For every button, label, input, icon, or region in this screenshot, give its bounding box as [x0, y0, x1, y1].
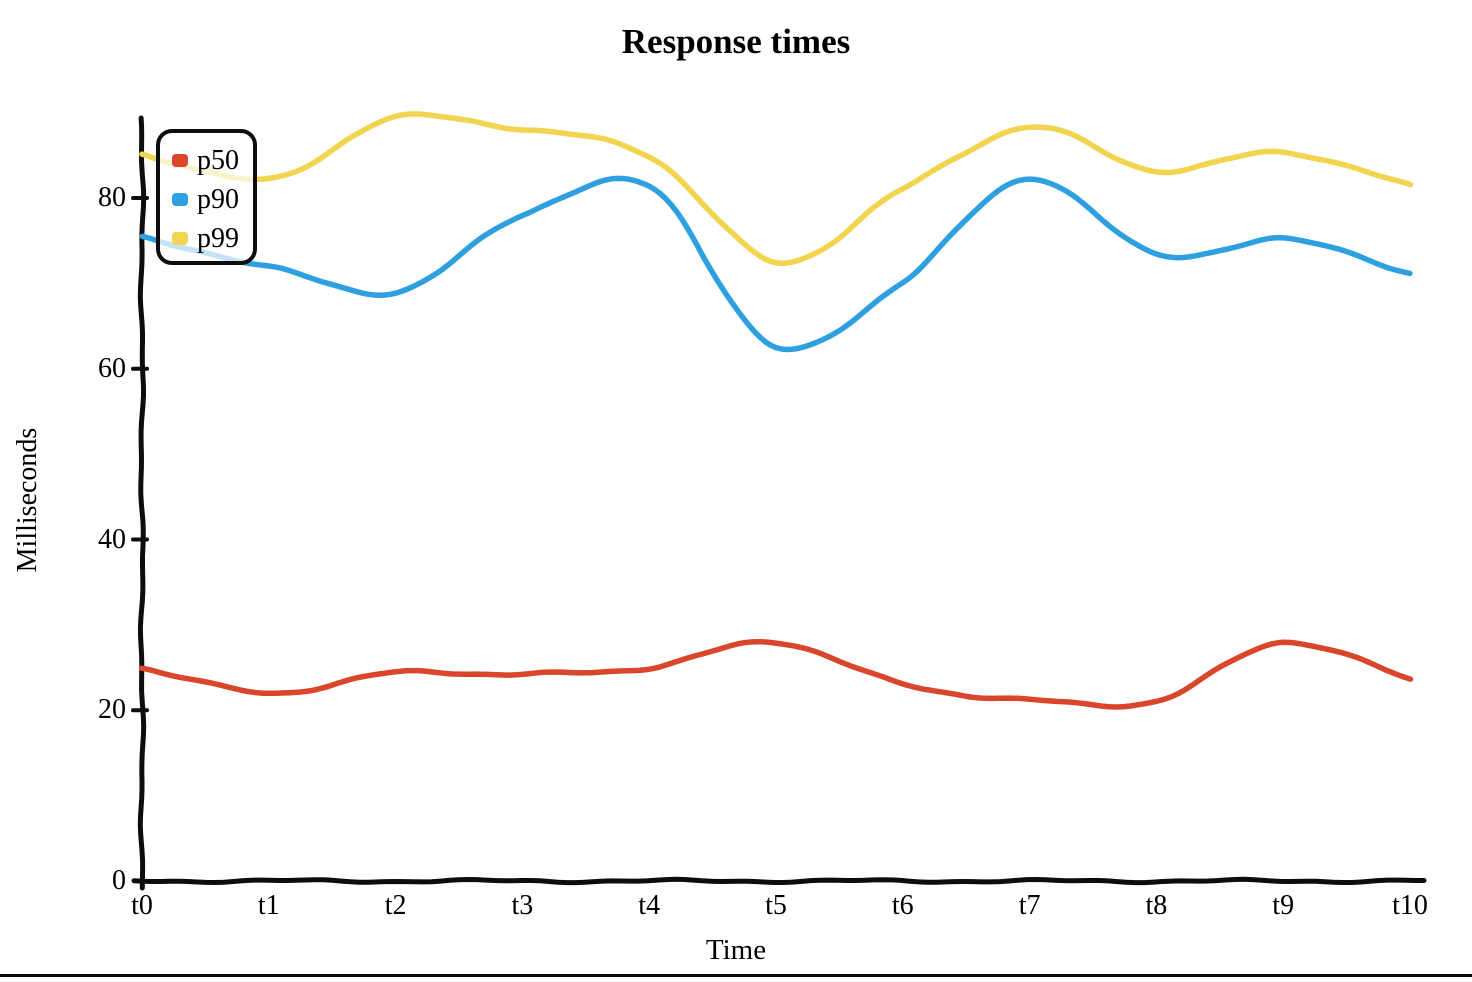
x-axis-label: Time [705, 934, 767, 966]
legend-label: p99 [197, 222, 239, 254]
legend-item-p90: p90 [172, 180, 253, 219]
y-tick-label-80: 80 [98, 182, 126, 213]
legend-item-p50: p50 [172, 141, 253, 180]
x-axis-line [131, 876, 1427, 886]
x-tick-label-t2: t2 [384, 890, 407, 921]
x-tick-label-t3: t3 [511, 890, 534, 921]
series-line-p99 [139, 111, 1414, 266]
y-tick-label-0: 0 [112, 865, 126, 896]
x-tick-label-t7: t7 [1018, 890, 1041, 921]
y-tick-label-40: 40 [98, 523, 126, 555]
x-tick-label-t5: t5 [765, 890, 787, 921]
x-tick-label-t6: t6 [891, 890, 914, 921]
y-tick-label-60: 60 [98, 352, 126, 384]
legend-swatch-p99 [172, 232, 188, 245]
legend-item-p99: p99 [172, 219, 253, 258]
series-line-p50 [139, 638, 1414, 710]
chart-title: Response times [621, 22, 851, 61]
y-axis-line [137, 115, 147, 891]
legend-items: p50 p90 p99 [172, 141, 253, 258]
x-tick-label-t0: t0 [131, 890, 153, 921]
x-tick-label-t1: t1 [257, 890, 280, 921]
x-tick-label-t10: t10 [1392, 890, 1428, 921]
series-line-p90 [139, 175, 1413, 353]
legend: p50 p90 p99 [156, 129, 257, 265]
legend-label: p50 [197, 144, 239, 176]
bottom-separator [0, 974, 1472, 977]
x-tick-label-t4: t4 [638, 890, 661, 921]
legend-swatch-p50 [172, 154, 188, 167]
legend-swatch-p90 [172, 193, 188, 206]
y-tick-label-20: 20 [98, 694, 126, 726]
legend-label: p90 [197, 183, 239, 215]
x-tick-label-t9: t9 [1272, 890, 1295, 921]
x-tick-label-t8: t8 [1145, 890, 1168, 921]
